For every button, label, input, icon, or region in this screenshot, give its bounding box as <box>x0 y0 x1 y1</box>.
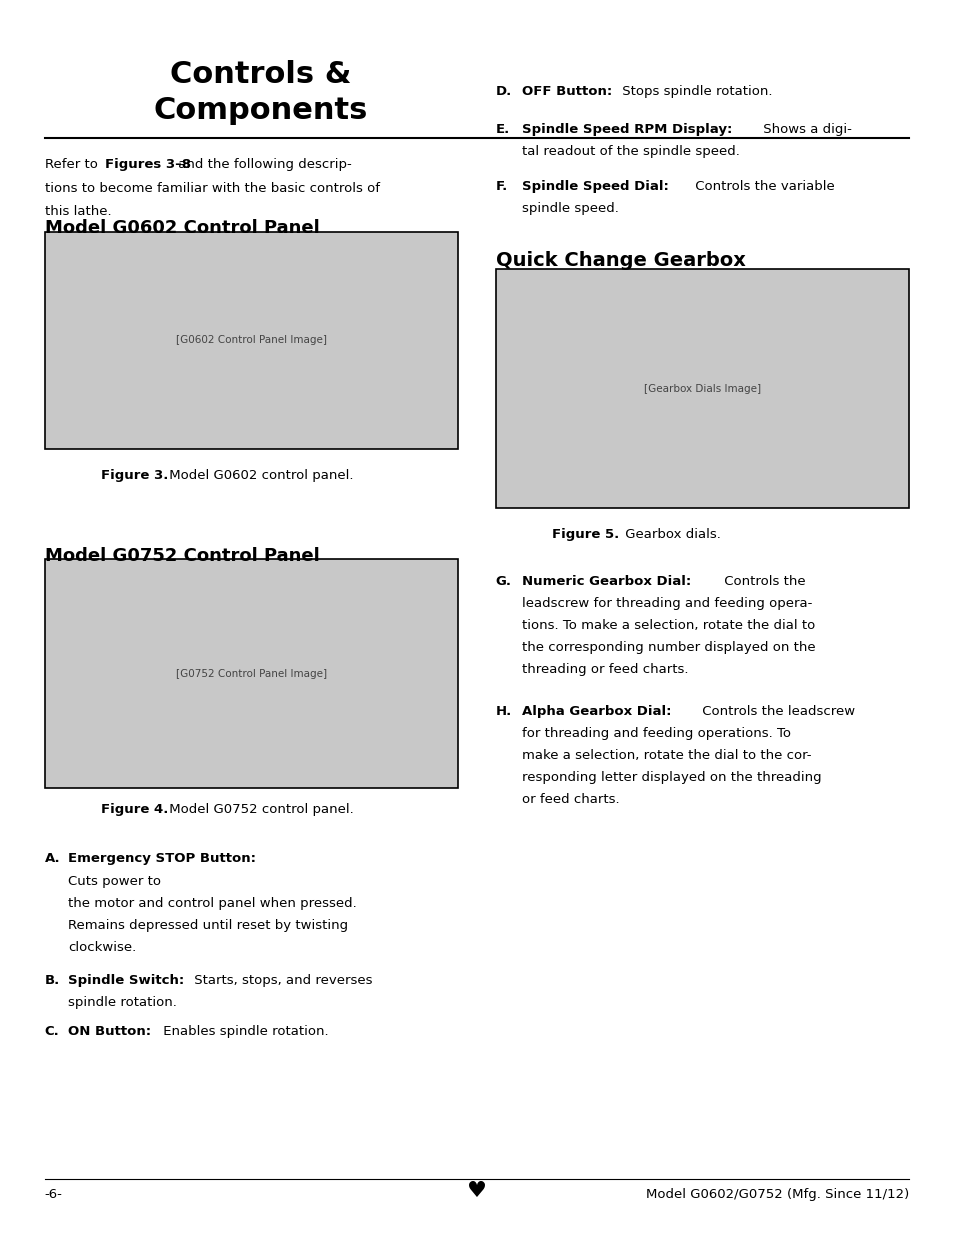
Text: Model G0602/G0752 (Mfg. Since 11/12): Model G0602/G0752 (Mfg. Since 11/12) <box>645 1188 908 1202</box>
Text: tal readout of the spindle speed.: tal readout of the spindle speed. <box>521 144 740 158</box>
Text: D.: D. <box>496 85 512 98</box>
Text: H.: H. <box>496 705 512 719</box>
FancyBboxPatch shape <box>45 232 457 450</box>
Text: Spindle Speed Dial:: Spindle Speed Dial: <box>521 180 668 194</box>
Text: Model G0602 Control Panel: Model G0602 Control Panel <box>45 220 319 237</box>
Text: Controls &: Controls & <box>170 59 351 89</box>
Text: C.: C. <box>45 1025 59 1039</box>
Text: [G0602 Control Panel Image]: [G0602 Control Panel Image] <box>175 336 327 346</box>
Text: spindle speed.: spindle speed. <box>521 203 618 215</box>
Text: this lathe.: this lathe. <box>45 205 112 217</box>
Text: tions. To make a selection, rotate the dial to: tions. To make a selection, rotate the d… <box>521 619 815 632</box>
Text: [Gearbox Dials Image]: [Gearbox Dials Image] <box>643 384 760 394</box>
Text: -6-: -6- <box>45 1188 62 1202</box>
Text: B.: B. <box>45 974 60 987</box>
Text: threading or feed charts.: threading or feed charts. <box>521 663 688 676</box>
Text: Gearbox dials.: Gearbox dials. <box>620 529 720 541</box>
Text: E.: E. <box>496 124 510 136</box>
Text: Quick Change Gearbox: Quick Change Gearbox <box>496 251 745 270</box>
FancyBboxPatch shape <box>496 269 908 508</box>
Text: for threading and feeding operations. To: for threading and feeding operations. To <box>521 727 790 741</box>
Text: Components: Components <box>153 96 368 125</box>
Text: Figure 4.: Figure 4. <box>101 803 168 816</box>
Text: Spindle Speed RPM Display:: Spindle Speed RPM Display: <box>521 124 732 136</box>
FancyBboxPatch shape <box>45 559 457 788</box>
Text: OFF Button:: OFF Button: <box>521 85 612 98</box>
Text: Figures 3–8: Figures 3–8 <box>105 158 191 172</box>
Text: Refer to: Refer to <box>45 158 102 172</box>
Text: Emergency STOP Button:: Emergency STOP Button: <box>68 852 255 864</box>
Text: ON Button:: ON Button: <box>68 1025 151 1039</box>
Text: Stops spindle rotation.: Stops spindle rotation. <box>618 85 772 98</box>
Text: Remains depressed until reset by twisting: Remains depressed until reset by twistin… <box>68 919 348 932</box>
Text: Model G0752 Control Panel: Model G0752 Control Panel <box>45 547 319 564</box>
Text: Cuts power to: Cuts power to <box>68 876 161 888</box>
Text: Enables spindle rotation.: Enables spindle rotation. <box>159 1025 329 1039</box>
Text: Model G0752 control panel.: Model G0752 control panel. <box>165 803 354 816</box>
Text: Spindle Switch:: Spindle Switch: <box>68 974 184 987</box>
Text: Numeric Gearbox Dial:: Numeric Gearbox Dial: <box>521 574 691 588</box>
Text: Alpha Gearbox Dial:: Alpha Gearbox Dial: <box>521 705 671 719</box>
Text: the corresponding number displayed on the: the corresponding number displayed on th… <box>521 641 815 653</box>
Text: spindle rotation.: spindle rotation. <box>68 997 176 1009</box>
Text: Controls the variable: Controls the variable <box>691 180 834 194</box>
Text: and the following descrip-: and the following descrip- <box>174 158 352 172</box>
Text: the motor and control panel when pressed.: the motor and control panel when pressed… <box>68 897 356 910</box>
Text: clockwise.: clockwise. <box>68 941 136 955</box>
Text: Figure 5.: Figure 5. <box>552 529 618 541</box>
Text: F.: F. <box>496 180 508 194</box>
Text: A.: A. <box>45 852 60 864</box>
Text: make a selection, rotate the dial to the cor-: make a selection, rotate the dial to the… <box>521 750 811 762</box>
Text: leadscrew for threading and feeding opera-: leadscrew for threading and feeding oper… <box>521 597 812 610</box>
Text: G.: G. <box>496 574 511 588</box>
Text: ♥: ♥ <box>467 1181 486 1202</box>
Text: Shows a digi-: Shows a digi- <box>759 124 851 136</box>
Text: Controls the leadscrew: Controls the leadscrew <box>698 705 854 719</box>
Text: [G0752 Control Panel Image]: [G0752 Control Panel Image] <box>175 668 327 679</box>
Text: or feed charts.: or feed charts. <box>521 793 619 806</box>
Text: responding letter displayed on the threading: responding letter displayed on the threa… <box>521 772 821 784</box>
Text: Model G0602 control panel.: Model G0602 control panel. <box>165 468 353 482</box>
Text: Controls the: Controls the <box>719 574 804 588</box>
Text: Figure 3.: Figure 3. <box>101 468 168 482</box>
Text: Starts, stops, and reverses: Starts, stops, and reverses <box>190 974 373 987</box>
Text: tions to become familiar with the basic controls of: tions to become familiar with the basic … <box>45 182 379 195</box>
